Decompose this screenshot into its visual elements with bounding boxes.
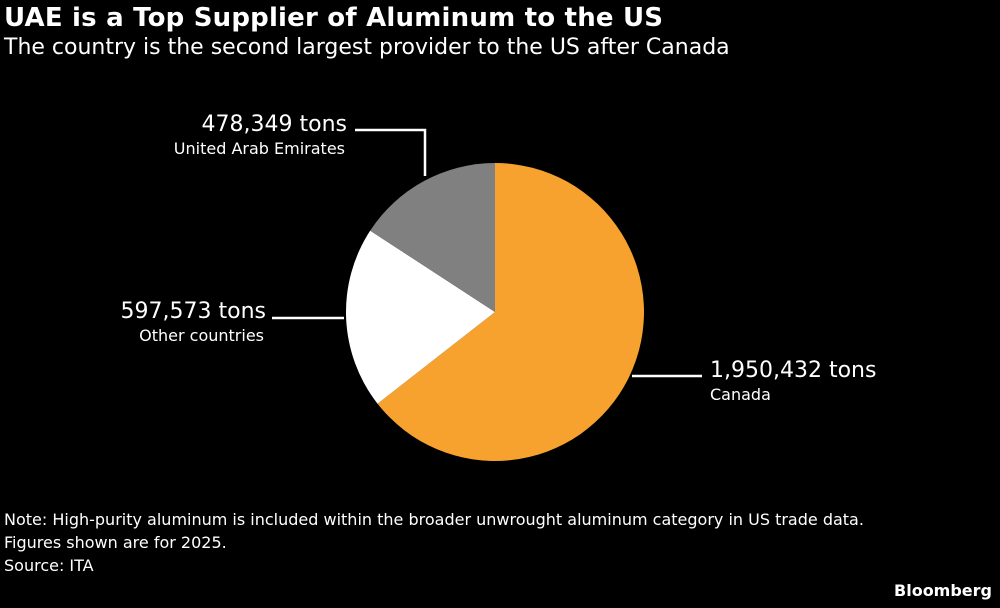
slice-value-label: 1,950,432 tons: [710, 358, 876, 383]
pie-slice-united-arab-emirates: [370, 163, 495, 312]
slice-category-label: Canada: [710, 385, 771, 404]
note-text: Note: High-purity aluminum is included w…: [4, 510, 864, 529]
pie-slices: [345, 163, 644, 461]
leader-line-united-arab-emirates: [355, 128, 427, 176]
pie-slice-canada: [377, 163, 644, 461]
pie-chart: 1,950,432 tons Canada 597,573 tons Other co…: [121, 112, 877, 461]
slice-category-label: United Arab Emirates: [174, 139, 345, 158]
chart-title: UAE is a Top Supplier of Aluminum to the…: [4, 3, 664, 33]
note-year: Figures shown are for 2025.: [4, 533, 227, 552]
pie-leader-lines: [272, 128, 702, 378]
bloomberg-logo: Bloomberg: [894, 581, 992, 600]
slice-value-label: 597,573 tons: [121, 299, 266, 324]
slice-value-label: 478,349 tons: [202, 112, 347, 137]
pie-slice-other-countries: [345, 230, 495, 404]
slice-category-label: Other countries: [139, 326, 264, 345]
pie-labels: 1,950,432 tons Canada 597,573 tons Other co…: [121, 112, 877, 404]
chart-notes: Note: High-purity aluminum is included w…: [4, 508, 1000, 577]
source-text: Source: ITA: [4, 556, 94, 575]
chart-subtitle: The country is the second largest provid…: [4, 35, 730, 60]
